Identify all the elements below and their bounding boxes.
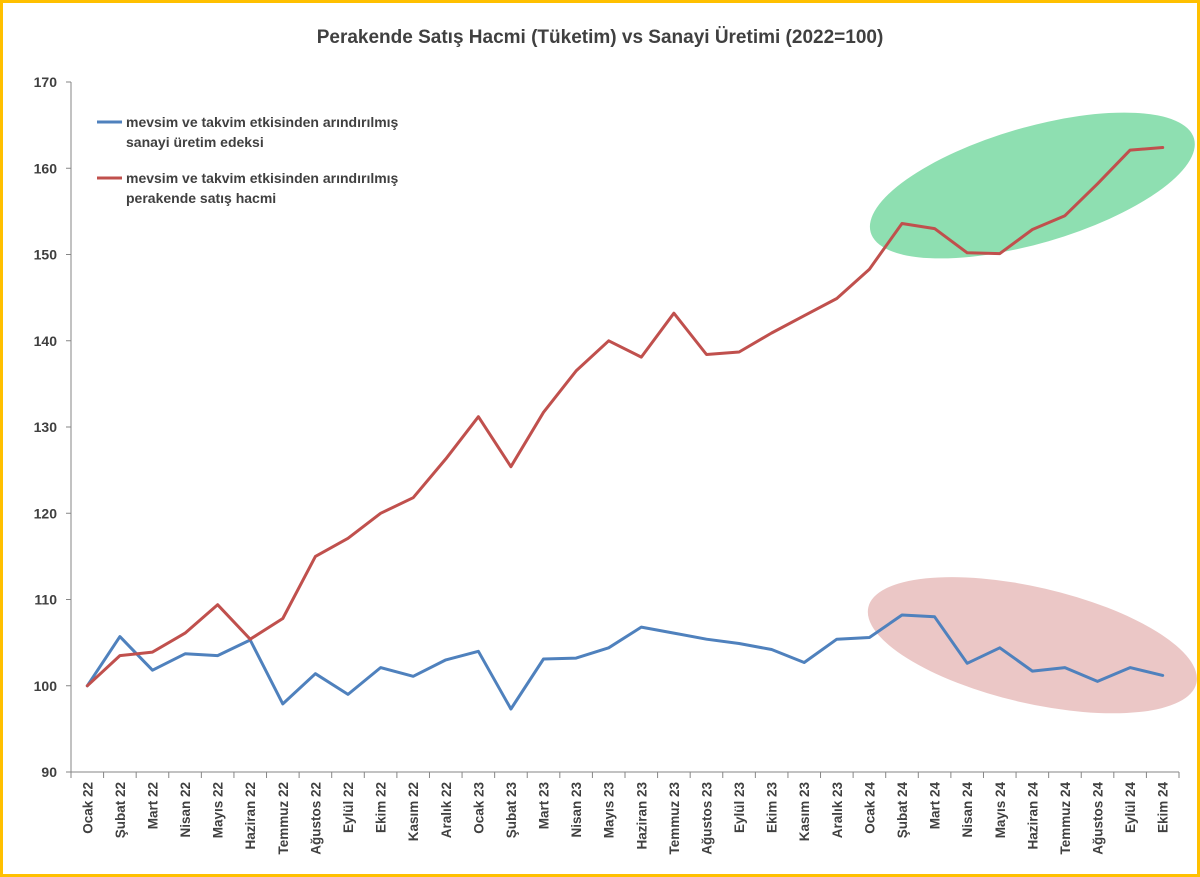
- y-tick-label: 100: [34, 678, 58, 694]
- x-tick-label: Nisan 23: [569, 782, 584, 838]
- x-tick-label: Temmuz 23: [667, 782, 682, 855]
- x-tick-label: Ağustos 24: [1091, 782, 1106, 855]
- x-axis-ticks: Ocak 22 Şubat 22 Mart 22 Nisan 22 Mayıs 22 Ha…: [70, 772, 1180, 855]
- x-tick-label: Haziran 23: [634, 782, 649, 850]
- x-tick-label: Ekim 23: [765, 782, 780, 834]
- y-axis-ticks: 90 100 110 120 130 140 150 160 170: [34, 74, 71, 780]
- x-tick-label: Aralık 22: [439, 782, 454, 838]
- x-tick-label: Şubat 23: [504, 782, 519, 839]
- x-tick-label: Mayıs 24: [993, 782, 1008, 839]
- x-tick-label: Ocak 22: [80, 782, 95, 834]
- x-tick-label: Aralık 23: [830, 782, 845, 839]
- x-tick-label: Eylül 22: [341, 782, 356, 833]
- legend-label: perakende satış hacmi: [126, 190, 276, 206]
- x-tick-label: Eylül 23: [732, 782, 747, 834]
- x-tick-label: Eylül 24: [1123, 782, 1138, 834]
- x-tick-label: Mart 23: [537, 782, 552, 830]
- x-tick-label: Mayıs 23: [602, 782, 617, 839]
- x-tick-label: Şubat 24: [895, 782, 910, 839]
- x-tick-label: Temmuz 22: [276, 782, 291, 855]
- legend-label: mevsim ve takvim etkisinden arındırılmış: [126, 170, 399, 186]
- chart-title: Perakende Satış Hacmi (Tüketim) vs Sanay…: [317, 27, 884, 48]
- x-tick-label: Ocak 23: [471, 782, 486, 834]
- y-tick-label: 170: [34, 74, 58, 90]
- highlight-ellipse: [867, 577, 1197, 714]
- x-tick-label: Ekim 24: [1156, 782, 1171, 834]
- y-tick-label: 130: [34, 419, 58, 435]
- series-lines: [85, 146, 1165, 711]
- x-tick-label: Haziran 22: [243, 782, 258, 850]
- series-line-perakende: [85, 146, 1165, 688]
- y-tick-label: 140: [34, 333, 58, 349]
- x-tick-label: Ağustos 23: [699, 782, 714, 855]
- series-line-sanayi: [85, 613, 1165, 711]
- legend-label: mevsim ve takvim etkisinden arındırılmış: [126, 114, 399, 130]
- y-tick-label: 150: [34, 247, 58, 263]
- x-tick-label: Temmuz 24: [1058, 782, 1073, 855]
- legend-label: sanayi üretim edeksi: [126, 134, 264, 150]
- highlight-ellipse: [869, 112, 1195, 259]
- y-tick-label: 110: [34, 592, 57, 608]
- x-tick-label: Kasım 22: [406, 782, 421, 841]
- x-tick-label: Ocak 24: [862, 782, 877, 834]
- highlight-ellipses: [867, 112, 1197, 714]
- x-tick-label: Haziran 24: [1025, 782, 1040, 850]
- x-tick-label: Mart 24: [928, 782, 943, 830]
- x-tick-label: Nisan 24: [960, 782, 975, 838]
- y-tick-label: 120: [34, 505, 58, 521]
- y-tick-label: 90: [41, 764, 57, 780]
- x-tick-label: Şubat 22: [113, 782, 128, 838]
- x-tick-label: Mart 22: [145, 782, 160, 829]
- x-tick-label: Ekim 22: [374, 782, 389, 833]
- x-tick-label: Kasım 23: [797, 782, 812, 842]
- x-tick-label: Nisan 22: [178, 782, 193, 838]
- y-tick-label: 160: [34, 160, 58, 176]
- legend: mevsim ve takvim etkisinden arındırılmış…: [97, 114, 399, 206]
- x-tick-label: Ağustos 22: [308, 782, 323, 855]
- x-tick-label: Mayıs 22: [211, 782, 226, 838]
